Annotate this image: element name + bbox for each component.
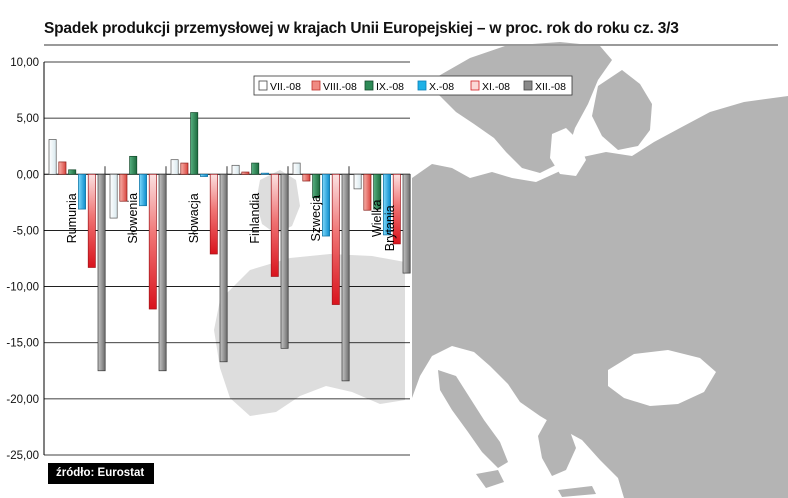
legend-swatch (364, 80, 374, 91)
bar (341, 173, 350, 382)
bar (139, 173, 147, 207)
y-tick-label: 10,00 (10, 57, 39, 69)
bar (68, 169, 77, 175)
bar (129, 155, 138, 175)
category-label: Szwecja (309, 195, 323, 242)
y-tick-label: 0,00 (17, 169, 39, 181)
map-black-sea (608, 350, 716, 406)
bar (158, 173, 167, 372)
source-label: źródło: Eurostat (48, 463, 155, 484)
legend-swatch (258, 80, 268, 91)
bar (48, 139, 57, 175)
bar (241, 171, 250, 175)
bars (48, 112, 411, 382)
bar (200, 173, 208, 177)
y-tick-label: 5,00 (17, 113, 39, 125)
legend-label: VIII.-08 (323, 81, 357, 93)
map-crete (558, 486, 596, 497)
bar (209, 173, 218, 255)
legend-swatch (311, 80, 321, 91)
legend-label: XI.-08 (482, 81, 510, 93)
bar (261, 172, 269, 175)
bar (302, 173, 311, 182)
category-label: Rumunia (65, 193, 79, 243)
category-label: Finlandia (248, 193, 262, 244)
y-tick-label: -15,00 (6, 338, 39, 350)
map-western-europe (214, 254, 405, 416)
bar (78, 173, 86, 210)
category-label: Słowacja (187, 193, 201, 243)
bar (190, 112, 199, 175)
bar (402, 173, 411, 274)
bar (231, 164, 240, 175)
europe-map (214, 42, 788, 498)
bar (97, 173, 106, 372)
legend-label: XII.-08 (535, 81, 566, 93)
legend-label: IX.-08 (376, 81, 404, 93)
legend-box (253, 75, 573, 96)
bar (322, 173, 330, 237)
bar (383, 173, 391, 236)
chart-title: Spadek produkcji przemysłowej w krajach … (44, 20, 679, 37)
map-sicily (476, 470, 504, 488)
bar (312, 173, 321, 199)
y-tick-label: -20,00 (6, 394, 39, 406)
bar (363, 173, 372, 211)
bar (170, 159, 179, 175)
bar (292, 162, 301, 175)
category-label: Brytania (383, 205, 397, 251)
map-greece (538, 418, 576, 476)
bar (251, 162, 260, 175)
map-continent (412, 96, 788, 498)
y-tick-label: -5,00 (13, 225, 39, 237)
y-tick-label: -10,00 (6, 282, 39, 294)
legend: VII.-08 VIII.-08 IX.-08 X.-08 XI.-08 XII.-08 (253, 75, 573, 96)
bar (119, 173, 128, 202)
bar (280, 173, 289, 349)
legend-swatch (417, 80, 427, 91)
bar (373, 173, 382, 210)
bar (331, 173, 340, 305)
legend-swatch (523, 80, 533, 91)
category-label: Słowenia (126, 193, 140, 244)
bar (58, 161, 67, 175)
y-axis-ticks: 10,00 5,00 0,00 -5,00 -10,00 -15,00 -20,00 -25,… (6, 57, 39, 462)
legend-label: X.-08 (429, 81, 454, 93)
bar (148, 173, 157, 310)
bar (180, 162, 189, 175)
bar (109, 173, 118, 219)
bar (87, 173, 96, 268)
map-finland (592, 70, 652, 150)
bar (219, 173, 228, 363)
legend-swatch (470, 80, 480, 91)
legend-label: VII.-08 (270, 81, 301, 93)
map-scandinavia (426, 42, 612, 173)
map-italy (438, 370, 508, 468)
category-label: Wielka (370, 199, 384, 237)
bar (270, 173, 279, 277)
map-baltic-sea (550, 128, 586, 176)
bar (392, 173, 401, 245)
y-tick-label: -25,00 (6, 450, 39, 462)
category-labels: Rumunia Słowenia Słowacja Finlandia Szwecja W… (65, 193, 397, 251)
title-rule (44, 44, 778, 46)
bar (353, 173, 362, 190)
